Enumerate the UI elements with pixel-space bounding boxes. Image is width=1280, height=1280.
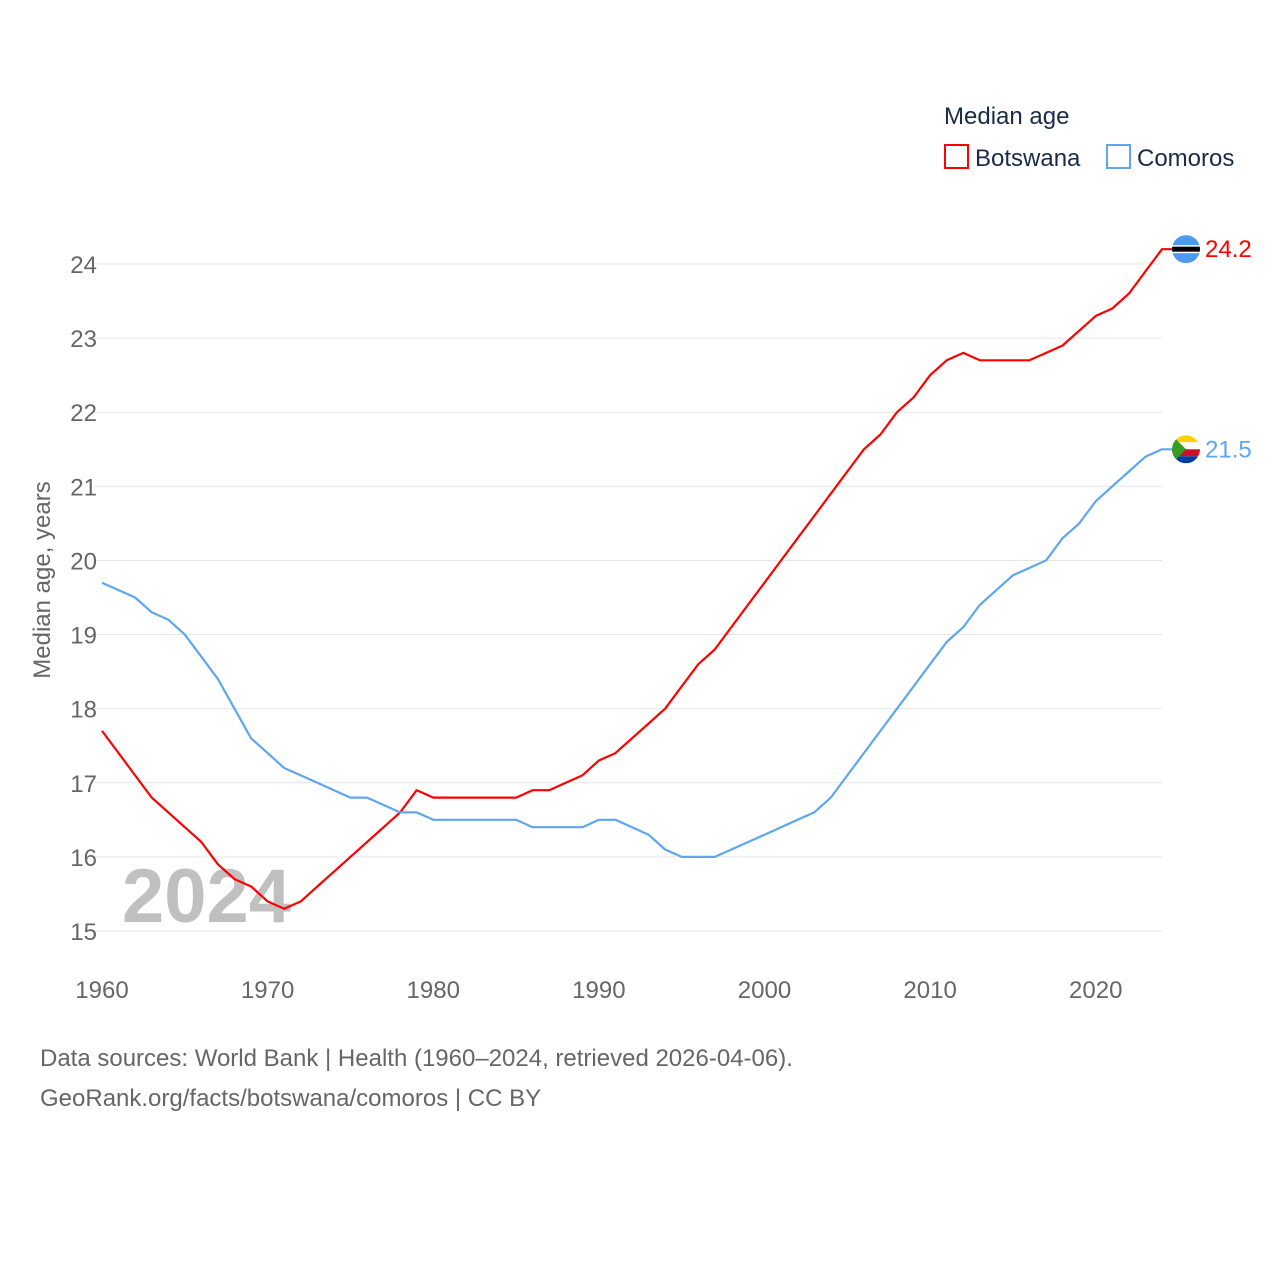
x-tick-label: 1990: [572, 977, 625, 1004]
y-tick-label: 18: [70, 697, 97, 724]
x-axis-ticks: 1960 1970 1980 1990 2000 2010 2020: [75, 977, 1122, 1004]
legend-item-botswana[interactable]: Botswana: [944, 144, 1081, 172]
y-tick-label: 15: [70, 919, 97, 946]
legend-label: Botswana: [975, 145, 1081, 172]
y-tick-label: 17: [70, 771, 97, 798]
y-tick-label: 20: [70, 548, 97, 575]
comoros-flag-icon: [1172, 435, 1200, 464]
legend-item-comoros[interactable]: Comoros: [1106, 144, 1234, 172]
x-tick-label: 1960: [75, 977, 128, 1004]
legend-swatch: [1106, 144, 1131, 169]
watermark-year: 2024: [122, 854, 291, 939]
x-tick-label: 2000: [738, 977, 791, 1004]
legend-swatch: [944, 144, 969, 169]
series-lines: [101, 248, 1172, 910]
end-value-label: 24.2: [1205, 236, 1252, 263]
y-tick-label: 21: [70, 474, 97, 501]
series-line-botswana: [101, 248, 1172, 910]
gridlines: [95, 263, 1162, 932]
y-tick-label: 22: [70, 400, 97, 427]
x-tick-label: 2010: [903, 977, 956, 1004]
botswana-flag-icon: [1172, 235, 1200, 264]
y-tick-label: 23: [70, 326, 97, 353]
x-tick-label: 2020: [1069, 977, 1122, 1004]
end-value-label: 21.5: [1205, 436, 1252, 463]
series-end-labels: 24.2 21.5: [1172, 235, 1252, 464]
x-tick-label: 1980: [407, 977, 460, 1004]
x-tick-label: 1970: [241, 977, 294, 1004]
y-axis-title: Median age, years: [29, 481, 56, 678]
y-tick-label: 16: [70, 845, 97, 872]
y-axis-ticks: 15 16 17 18 19 20 21 22 23 24: [70, 252, 97, 946]
legend-title: Median age: [944, 103, 1069, 130]
series-line-comoros: [101, 448, 1172, 859]
y-tick-label: 19: [70, 623, 97, 650]
footer-link[interactable]: GeoRank.org/facts/botswana/comoros | CC …: [40, 1085, 542, 1112]
footer-sources: Data sources: World Bank | Health (1960–…: [40, 1045, 793, 1072]
y-tick-label: 24: [70, 252, 97, 279]
legend-label: Comoros: [1137, 145, 1234, 172]
